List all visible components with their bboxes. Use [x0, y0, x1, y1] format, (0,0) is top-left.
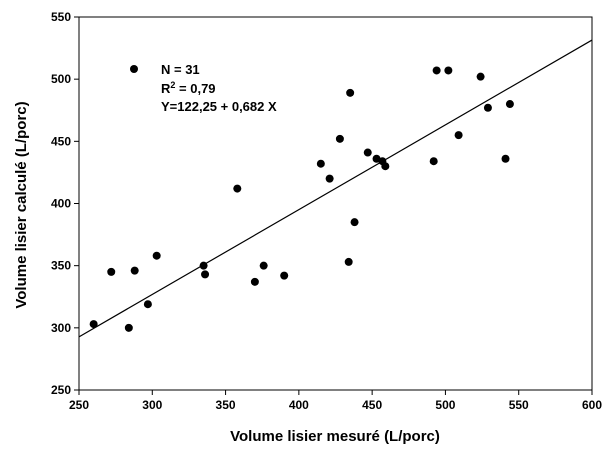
legend-equation: Y=122,25 + 0,682 X [161, 99, 277, 114]
data-point [259, 261, 268, 270]
data-point [325, 174, 334, 183]
x-tick-label: 550 [509, 398, 529, 412]
data-point [233, 184, 242, 193]
y-axis-title: Volume lisier calculé (L/porc) [13, 101, 30, 308]
y-tick-label: 550 [51, 10, 71, 24]
data-point [350, 218, 359, 227]
data-point [454, 131, 463, 140]
y-axis-ticks: 250 300 350 400 450 500 550 [51, 10, 79, 397]
data-point [201, 270, 210, 279]
data-points [89, 66, 514, 332]
data-point [344, 257, 353, 266]
data-point [107, 267, 116, 276]
x-tick-label: 500 [435, 398, 455, 412]
data-point [476, 72, 485, 81]
y-tick-label: 300 [51, 321, 71, 335]
data-point [429, 157, 438, 166]
data-point [316, 159, 325, 168]
data-point [381, 162, 390, 171]
data-point [335, 134, 344, 143]
data-point [280, 271, 289, 280]
data-point [143, 300, 152, 309]
legend-marker [130, 65, 138, 73]
data-point [152, 251, 161, 260]
y-tick-label: 450 [51, 134, 71, 148]
data-point [130, 266, 139, 275]
data-point [363, 148, 372, 157]
x-axis-ticks: 250 300 350 400 450 500 550 600 [69, 390, 602, 412]
data-point [346, 88, 355, 97]
data-point [250, 277, 259, 286]
x-tick-label: 400 [289, 398, 309, 412]
x-tick-label: 350 [216, 398, 236, 412]
data-point [124, 323, 133, 332]
y-tick-label: 350 [51, 259, 71, 273]
data-point [505, 100, 514, 109]
x-tick-label: 250 [69, 398, 89, 412]
x-tick-label: 300 [142, 398, 162, 412]
regression-line [78, 39, 593, 338]
legend-n-label: N = 31 [161, 62, 200, 77]
y-tick-label: 250 [51, 383, 71, 397]
legend-r2-label: R2 = 0,79 [161, 80, 216, 96]
x-axis-title: Volume lisier mesuré (L/porc) [230, 428, 440, 445]
y-tick-label: 400 [51, 197, 71, 211]
data-point [432, 66, 441, 75]
plot-area-frame [78, 16, 593, 391]
data-point [501, 154, 510, 163]
data-point [483, 103, 492, 112]
x-tick-label: 600 [582, 398, 602, 412]
x-tick-label: 450 [362, 398, 382, 412]
data-point [199, 261, 208, 270]
data-point [89, 320, 98, 329]
y-tick-label: 500 [51, 72, 71, 86]
data-point [444, 66, 453, 75]
legend: N = 31 R2 = 0,79 Y=122,25 + 0,682 X [130, 62, 277, 114]
